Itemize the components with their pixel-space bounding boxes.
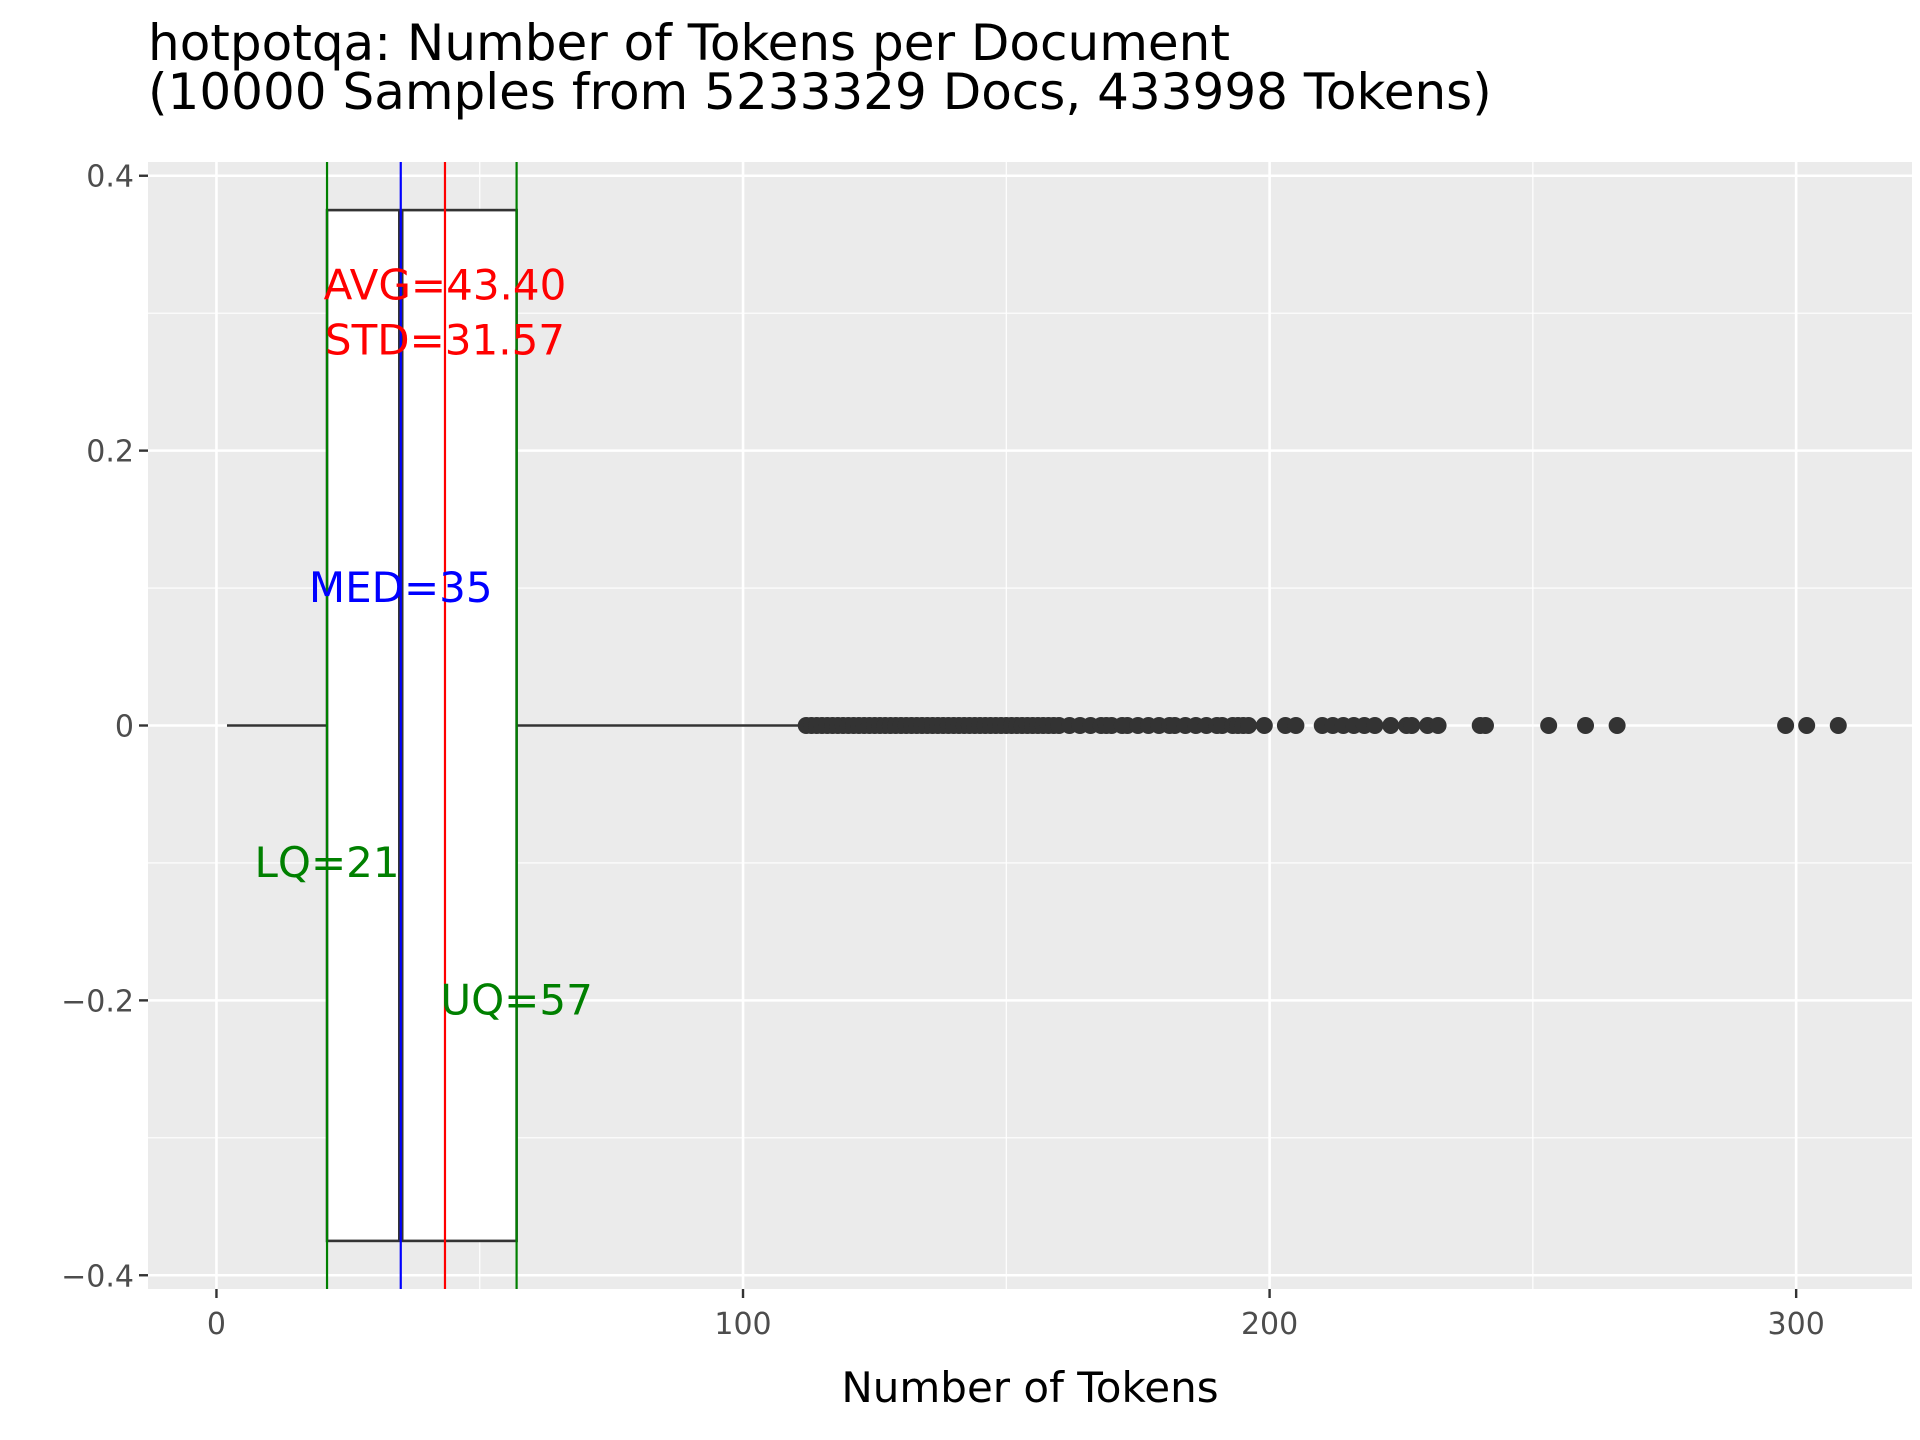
x-tick-label: 0 — [207, 1307, 226, 1342]
x-axis-label: Number of Tokens — [841, 1363, 1219, 1412]
outlier-point — [1287, 717, 1305, 734]
outlier-point — [1240, 717, 1258, 734]
x-tick-label: 200 — [1241, 1307, 1298, 1342]
annotation-std: STD=31.57 — [325, 316, 565, 365]
annotation-lq: LQ=21 — [254, 838, 399, 887]
outlier-point — [1255, 717, 1273, 734]
y-tick-label: 0.2 — [86, 435, 134, 470]
chart-subtitle: (10000 Samples from 5233329 Docs, 433998… — [148, 63, 1492, 121]
outlier-point — [1798, 717, 1816, 734]
outlier-point — [1366, 717, 1384, 734]
annotation-avg: AVG=43.40 — [324, 261, 567, 310]
outlier-point — [1829, 717, 1847, 734]
outlier-point — [1577, 717, 1595, 734]
x-tick-label: 300 — [1768, 1307, 1825, 1342]
outlier-point — [1476, 717, 1494, 734]
outlier-point — [1382, 717, 1400, 734]
box-body — [325, 208, 518, 1243]
outlier-point — [1429, 717, 1447, 734]
outlier-point — [1777, 717, 1795, 734]
annotation-uq: UQ=57 — [440, 975, 592, 1024]
x-tick-label: 100 — [714, 1307, 771, 1342]
y-tick-label: −0.4 — [61, 1259, 134, 1294]
y-tick-label: 0 — [115, 710, 134, 745]
chart-title: hotpotqa: Number of Tokens per Document — [148, 14, 1230, 72]
y-tick-label: −0.2 — [61, 984, 134, 1019]
annotation-med: MED=35 — [309, 563, 493, 612]
outlier-point — [1403, 717, 1421, 734]
outlier-point — [1608, 717, 1626, 734]
y-tick-label: 0.4 — [86, 160, 134, 195]
outlier-point — [1540, 717, 1558, 734]
